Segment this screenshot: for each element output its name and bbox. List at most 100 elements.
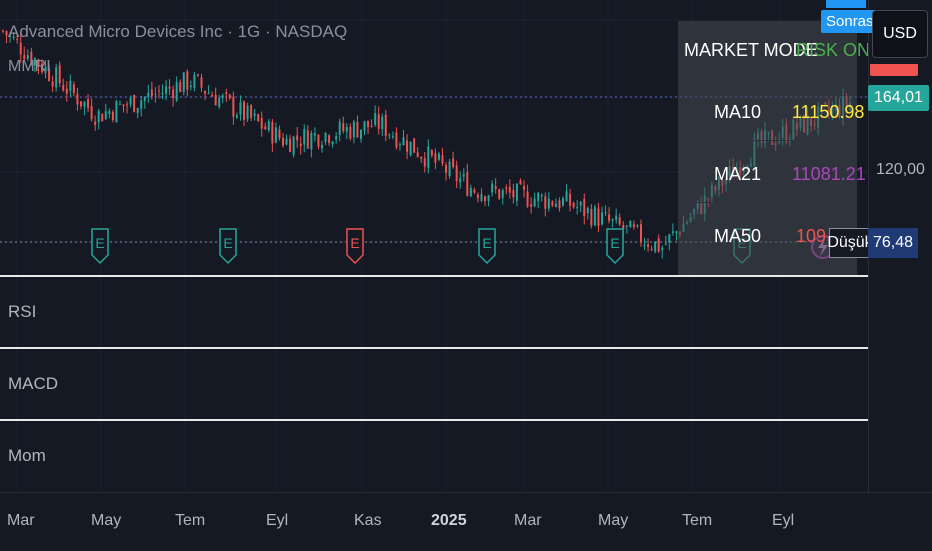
- candle-body: [310, 133, 313, 150]
- earnings-marker-shape: [346, 228, 364, 265]
- candle-body: [569, 193, 572, 206]
- candle-body: [143, 97, 146, 102]
- candle-body: [133, 95, 136, 112]
- candle-body: [104, 111, 107, 119]
- candle-body: [349, 126, 352, 139]
- candle-body: [554, 203, 557, 208]
- candle-body: [441, 155, 444, 164]
- candle-body: [274, 127, 277, 143]
- candle-body: [639, 224, 642, 243]
- candle-body: [501, 190, 504, 198]
- candle-body: [473, 189, 476, 193]
- low-label: Düşük: [827, 228, 873, 258]
- candle-body: [345, 126, 348, 132]
- candle-body: [140, 100, 143, 109]
- candle-body: [600, 212, 603, 225]
- candle-body: [647, 244, 650, 248]
- candle-body: [317, 134, 320, 147]
- candle-body: [395, 132, 398, 148]
- candle-body: [150, 89, 153, 97]
- candle-body: [48, 68, 51, 81]
- candle-body: [402, 137, 405, 145]
- pane-separator[interactable]: [0, 419, 868, 421]
- candle-body: [391, 135, 394, 138]
- candle-body: [526, 191, 529, 207]
- pane-separator[interactable]: [0, 347, 868, 349]
- candle-body: [303, 129, 306, 145]
- time-axis[interactable]: [0, 492, 932, 551]
- candle-body: [306, 130, 309, 149]
- pane-separator[interactable]: [0, 275, 868, 277]
- candle-body: [331, 141, 334, 145]
- candle-body: [359, 129, 362, 139]
- candle-body: [16, 39, 19, 41]
- candle-body: [455, 165, 458, 182]
- candle-body: [586, 208, 589, 214]
- candle-body: [657, 238, 660, 252]
- ma21-value: 11081.21: [792, 164, 866, 184]
- candle-body: [398, 144, 401, 146]
- candle-body: [97, 110, 100, 123]
- current-price-badge: 164,01: [868, 85, 929, 111]
- candle-body: [285, 138, 288, 145]
- candle-body: [5, 31, 8, 36]
- candle-body: [519, 180, 522, 185]
- candle-body: [668, 234, 671, 243]
- macd-pane-label[interactable]: MACD: [8, 374, 59, 393]
- candle-body: [253, 113, 256, 117]
- candle-body: [260, 118, 263, 129]
- candle-body: [30, 51, 33, 65]
- chart-title: Advanced Micro Devices Inc · 1G · NASDAQ: [8, 22, 348, 41]
- candle-body: [115, 101, 118, 123]
- candle-body: [427, 146, 430, 168]
- candle-body: [565, 191, 568, 202]
- session-badge[interactable]: Sonrası: [821, 10, 883, 33]
- candle-body: [484, 196, 487, 202]
- candle-body: [512, 189, 515, 198]
- candle-body: [299, 143, 302, 147]
- candle-body: [122, 104, 125, 107]
- candle-body: [611, 219, 614, 221]
- candle-body: [636, 225, 639, 227]
- candle-body: [40, 63, 43, 73]
- candle-body: [618, 217, 621, 225]
- candle-body: [537, 192, 540, 202]
- earnings-marker: E: [606, 228, 624, 265]
- mom-pane-label[interactable]: Mom: [8, 446, 46, 465]
- candle-body: [147, 92, 150, 98]
- candle-body: [342, 123, 345, 132]
- candle-body: [377, 114, 380, 129]
- currency-button[interactable]: USD: [872, 10, 928, 58]
- candle-body: [246, 105, 249, 120]
- market-mode-divider: [678, 202, 857, 203]
- candle-body: [328, 135, 331, 144]
- candle-body: [23, 54, 26, 60]
- candle-body: [19, 42, 22, 55]
- candle-body: [175, 82, 178, 101]
- candle-body: [101, 113, 104, 122]
- candle-body: [381, 116, 384, 130]
- price-tick: 120,00: [876, 161, 925, 178]
- candle-body: [9, 35, 12, 37]
- time-tick: Tem: [682, 512, 713, 529]
- candle-body: [51, 81, 54, 87]
- candle-body: [416, 152, 419, 157]
- candle-body: [654, 241, 657, 252]
- candle-body: [572, 202, 575, 208]
- candle-body: [225, 92, 228, 94]
- candle-body: [530, 204, 533, 207]
- earnings-marker: E: [478, 228, 496, 265]
- indicator-label[interactable]: MMRI: [8, 58, 51, 75]
- candle-body: [126, 104, 129, 106]
- candle-body: [108, 110, 111, 115]
- earnings-marker-shape: [478, 228, 496, 265]
- rsi-pane-label[interactable]: RSI: [8, 302, 37, 321]
- market-mode-status: RISK ON: [796, 40, 871, 60]
- candle-body: [608, 214, 611, 221]
- candle-body: [469, 187, 472, 197]
- candle-body: [44, 66, 47, 73]
- earnings-marker: E: [219, 228, 237, 265]
- candle-body: [207, 92, 210, 94]
- market-mode-divider: [678, 140, 857, 141]
- candle-body: [356, 122, 359, 138]
